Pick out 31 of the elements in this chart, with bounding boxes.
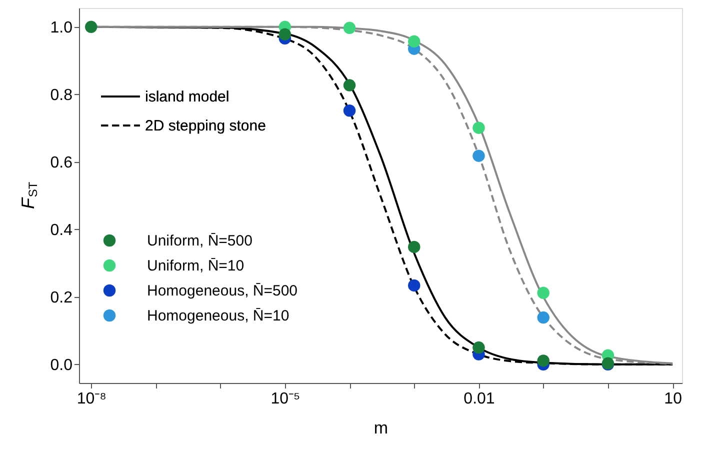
point bbox=[343, 22, 356, 34]
point bbox=[537, 311, 550, 324]
point bbox=[472, 122, 485, 134]
legend-label: Homogeneous, N̄=10 bbox=[147, 308, 290, 324]
legend-label: island model bbox=[145, 88, 230, 106]
point bbox=[408, 240, 420, 254]
y-tick-label: 0.2 bbox=[50, 289, 73, 306]
point bbox=[408, 35, 420, 48]
point bbox=[278, 28, 292, 40]
point bbox=[343, 104, 356, 117]
point bbox=[537, 286, 550, 299]
y-tick-label: 0.6 bbox=[50, 154, 73, 172]
y-axis-title: FST bbox=[18, 181, 40, 209]
x-tick-label: 0.01 bbox=[464, 390, 495, 408]
legend-label: 2D stepping stone bbox=[145, 118, 266, 134]
x-tick-label: 10⁻⁸ bbox=[76, 390, 106, 408]
point bbox=[408, 279, 420, 292]
point bbox=[343, 79, 356, 92]
y-tick-label: 0.4 bbox=[50, 222, 73, 239]
x-tick-label: 10⁻⁵ bbox=[270, 390, 300, 408]
y-tick-label: 0.8 bbox=[50, 86, 73, 104]
y-tick-label: 1.0 bbox=[50, 19, 73, 36]
y-tick-label: 0.0 bbox=[50, 356, 73, 374]
point bbox=[537, 354, 550, 367]
x-tick-label: 10 bbox=[664, 390, 682, 408]
x-axis-title: m bbox=[374, 418, 388, 438]
point bbox=[472, 150, 485, 162]
legend-label: Uniform, N̄=500 bbox=[147, 232, 252, 250]
legend-label: Homogeneous, N̄=500 bbox=[147, 282, 298, 300]
point bbox=[472, 341, 485, 354]
legend-label: Uniform, N̄=10 bbox=[147, 258, 244, 274]
